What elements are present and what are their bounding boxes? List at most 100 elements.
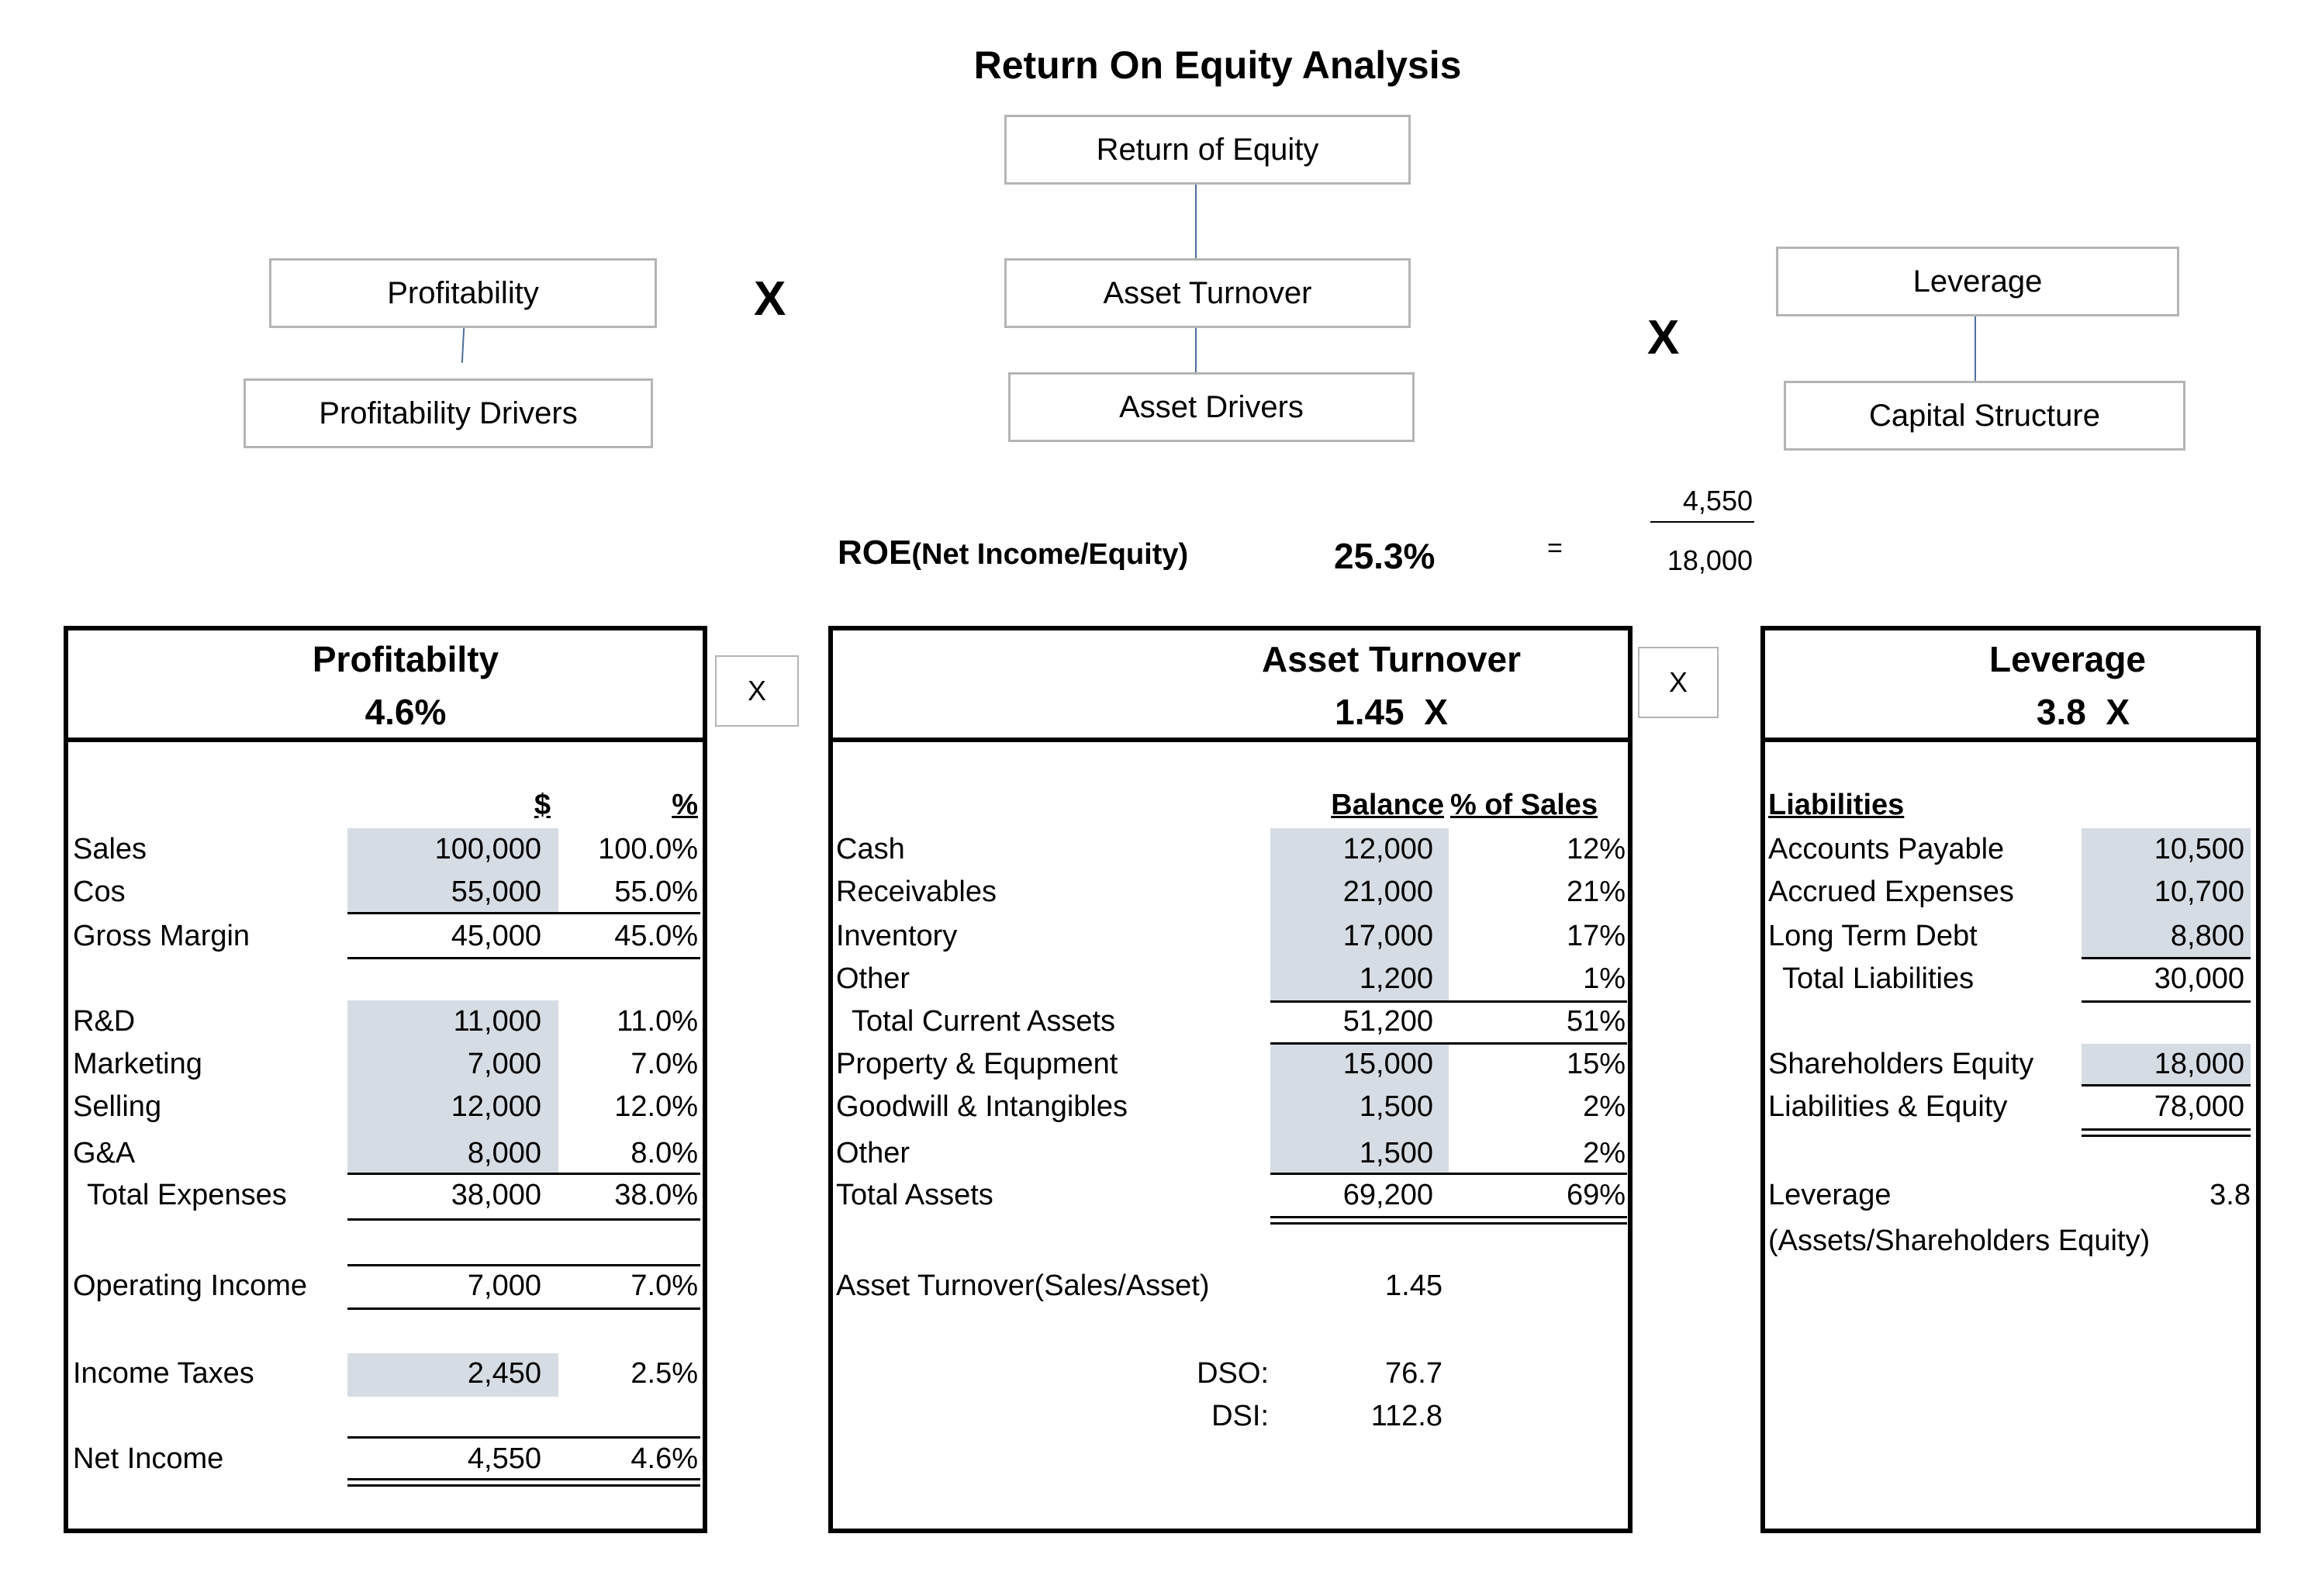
- underline: [2082, 957, 2251, 959]
- roe-denominator: 18,000: [1667, 544, 1753, 576]
- row-amount: 10,700: [2154, 876, 2244, 908]
- underline: [347, 1436, 700, 1439]
- multiply-sign: X: [1647, 311, 1680, 364]
- row-pct: 1%: [1583, 962, 1626, 995]
- ratio-label: Leverage: [1768, 1179, 1892, 1211]
- double-underline: [2082, 1135, 2251, 1137]
- dso-label: DSO:: [1197, 1357, 1269, 1390]
- panel-title: Leverage: [1988, 639, 2146, 679]
- row-amount: 78,000: [2154, 1090, 2244, 1123]
- row-balance: 21,000: [1342, 876, 1433, 908]
- row-pct: 15%: [1566, 1048, 1626, 1080]
- panel-value: 4.6%: [365, 692, 447, 732]
- row-pct: 38.0%: [614, 1179, 698, 1211]
- row-balance: 1,500: [1359, 1090, 1433, 1123]
- row-amount: 55,000: [451, 876, 541, 908]
- row-label: Other: [836, 962, 910, 995]
- underline: [347, 957, 700, 959]
- panel-value: 3.8 X: [1990, 691, 2176, 733]
- row-amount: 7,000: [467, 1048, 541, 1080]
- profitability-panel: Profitabilty 4.6%: [64, 626, 707, 1533]
- panel-value: 1.45 X: [1228, 691, 1554, 733]
- multiply-sign: X: [754, 272, 786, 326]
- input-cells: [2082, 1044, 2251, 1084]
- input-cells: [1270, 1044, 1449, 1173]
- row-pct: 2.5%: [631, 1357, 698, 1390]
- row-pct: 7.0%: [631, 1270, 698, 1302]
- input-cells: [347, 1353, 558, 1397]
- multiply-box: X: [1638, 647, 1719, 718]
- row-pct: 4.6%: [631, 1442, 698, 1475]
- row-balance: 12,000: [1342, 833, 1433, 865]
- row-label: G&A: [73, 1137, 136, 1169]
- row-label: Accounts Payable: [1768, 833, 2005, 865]
- input-cells: [1270, 828, 1449, 1000]
- underline: [347, 912, 700, 914]
- row-label: Total Current Assets: [852, 1005, 1116, 1038]
- row-amount: 18,000: [2154, 1048, 2244, 1080]
- row-amount: 7,000: [467, 1270, 541, 1302]
- underline: [347, 1264, 700, 1266]
- double-underline: [1270, 1216, 1627, 1218]
- row-amount: 8,000: [467, 1137, 541, 1169]
- row-label: Accrued Expenses: [1768, 876, 2014, 908]
- section-header: Liabilities: [1768, 789, 1905, 821]
- double-underline: [2082, 1128, 2251, 1131]
- row-pct: 55.0%: [614, 876, 698, 908]
- dso-value: 76.7: [1385, 1357, 1442, 1390]
- panel-header: Asset Turnover 1.45 X: [833, 630, 1628, 742]
- row-balance: 1,200: [1359, 962, 1433, 995]
- row-label: Sales: [73, 833, 147, 865]
- row-label: Total Assets: [836, 1179, 993, 1211]
- row-balance: 51,200: [1342, 1005, 1433, 1038]
- row-pct: 12.0%: [614, 1090, 698, 1123]
- row-label: Inventory: [836, 920, 958, 952]
- ratio-value: 1.45: [1385, 1270, 1442, 1302]
- connector-line: [1195, 185, 1197, 258]
- row-label: Gross Margin: [73, 920, 250, 952]
- double-underline: [347, 1478, 700, 1480]
- double-underline: [1270, 1222, 1627, 1225]
- page-title: Return On Equity Analysis: [973, 43, 1462, 87]
- row-label: R&D: [73, 1005, 136, 1038]
- row-label: Total Liabilities: [1782, 962, 1975, 995]
- row-label: Net Income: [73, 1442, 224, 1475]
- row-amount: 2,450: [467, 1357, 541, 1390]
- row-pct: 2%: [1583, 1137, 1626, 1169]
- row-label: Goodwill & Intangibles: [836, 1090, 1128, 1123]
- underline: [347, 1308, 700, 1310]
- roe-label: ROE(Net Income/Equity): [838, 534, 1188, 572]
- panel-header: Profitabilty 4.6%: [68, 630, 703, 742]
- roe-value: 25.3%: [1334, 536, 1436, 576]
- row-label: Other: [836, 1137, 910, 1169]
- profitability-box: Profitability: [269, 258, 657, 328]
- row-pct: 8.0%: [631, 1137, 698, 1169]
- multiply-box: X: [715, 655, 799, 727]
- dsi-label: DSI:: [1211, 1400, 1269, 1432]
- input-cells: [2082, 828, 2251, 957]
- ratio-label: Asset Turnover(Sales/Asset): [836, 1270, 1210, 1302]
- panel-value-x: X: [2106, 692, 2130, 732]
- row-label: Income Taxes: [73, 1357, 254, 1390]
- column-header: % of Sales: [1450, 789, 1598, 821]
- underline: [2082, 1000, 2251, 1003]
- ratio-note: (Assets/Shareholders Equity): [1768, 1225, 2151, 1257]
- underline: [347, 1218, 700, 1221]
- row-amount: 4,550: [467, 1442, 541, 1475]
- row-label: Cos: [73, 876, 126, 908]
- row-amount: 38,000: [451, 1179, 541, 1211]
- double-underline: [347, 1484, 700, 1487]
- roe-numerator: 4,550: [1682, 485, 1753, 516]
- panel-value-number: 1.45: [1335, 692, 1404, 732]
- row-amount: 10,500: [2154, 833, 2244, 865]
- row-label: Operating Income: [73, 1270, 308, 1302]
- capital-structure-box: Capital Structure: [1784, 381, 2185, 451]
- row-label: Cash: [836, 833, 905, 865]
- dsi-value: 112.8: [1370, 1400, 1442, 1432]
- input-cells: [347, 1000, 558, 1173]
- leverage-box: Leverage: [1776, 247, 2179, 316]
- connector-line: [461, 327, 465, 364]
- underline: [347, 1173, 700, 1175]
- row-label: Shareholders Equity: [1768, 1048, 2034, 1080]
- panel-title: Profitabilty: [312, 639, 499, 679]
